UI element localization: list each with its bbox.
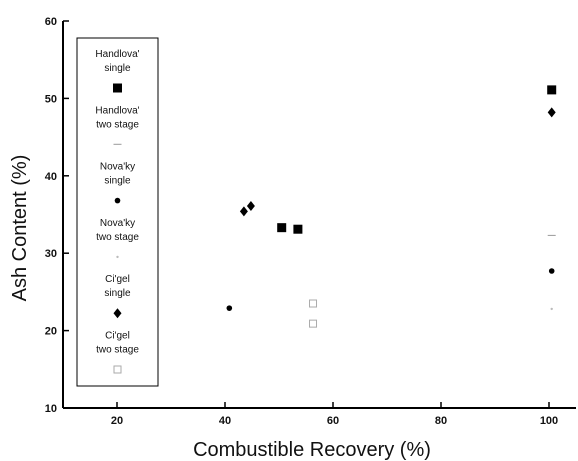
data-point — [547, 107, 556, 118]
legend-label-line2: two stage — [96, 119, 139, 130]
y-tick-label: 30 — [45, 248, 57, 260]
legend-marker — [116, 255, 119, 259]
legend-label-line1: Nova'ky — [100, 218, 135, 229]
legend-marker — [114, 197, 121, 204]
y-axis-title: Ash Content (%) — [9, 155, 31, 302]
legend-label-line1: Ci'gel — [105, 274, 130, 285]
legend-label-line2: single — [104, 63, 131, 74]
y-tick-label: 60 — [45, 16, 57, 28]
data-points — [226, 85, 557, 328]
legend-marker — [113, 365, 122, 374]
data-point — [309, 299, 318, 308]
data-point — [246, 200, 255, 211]
data-point — [548, 268, 555, 274]
y-tick-label: 20 — [45, 326, 57, 338]
data-point — [547, 85, 557, 95]
plot-area — [62, 21, 576, 409]
x-axis-title: Combustible Recovery (%) — [193, 439, 431, 461]
legend-label-line1: Ci'gel — [105, 331, 130, 342]
y-tick-label: 50 — [45, 93, 57, 105]
x-tick-label: 60 — [327, 415, 339, 427]
legend-marker — [113, 83, 122, 93]
x-tick-label: 20 — [111, 415, 123, 427]
y-tick-label: 10 — [45, 403, 57, 415]
data-point — [550, 307, 553, 311]
legend-label-line2: two stage — [96, 232, 139, 243]
legend-label-line2: single — [104, 288, 131, 299]
data-point — [277, 223, 287, 233]
x-tick-label: 80 — [435, 415, 447, 427]
legend-label-line1: Handlova' — [95, 49, 139, 60]
x-tick-label: 100 — [540, 415, 558, 427]
legend-label-line2: single — [104, 176, 131, 187]
legend-label-line1: Handlova' — [95, 105, 139, 116]
data-point — [239, 206, 248, 217]
data-point — [309, 319, 318, 328]
legend-marker — [113, 308, 122, 319]
data-point — [293, 224, 303, 234]
axis-ticks: 10 20 30 40 50 60 20 40 60 80 100 — [45, 16, 558, 427]
y-tick-label: 40 — [45, 171, 57, 183]
legend: Handlova' single Handlova' two stage Nova'ky… — [76, 37, 159, 387]
legend-label-line2: two stage — [96, 345, 139, 356]
x-tick-label: 40 — [219, 415, 231, 427]
legend-box — [76, 37, 159, 387]
legend-label-line1: Nova'ky — [100, 162, 135, 173]
data-point — [226, 305, 233, 311]
